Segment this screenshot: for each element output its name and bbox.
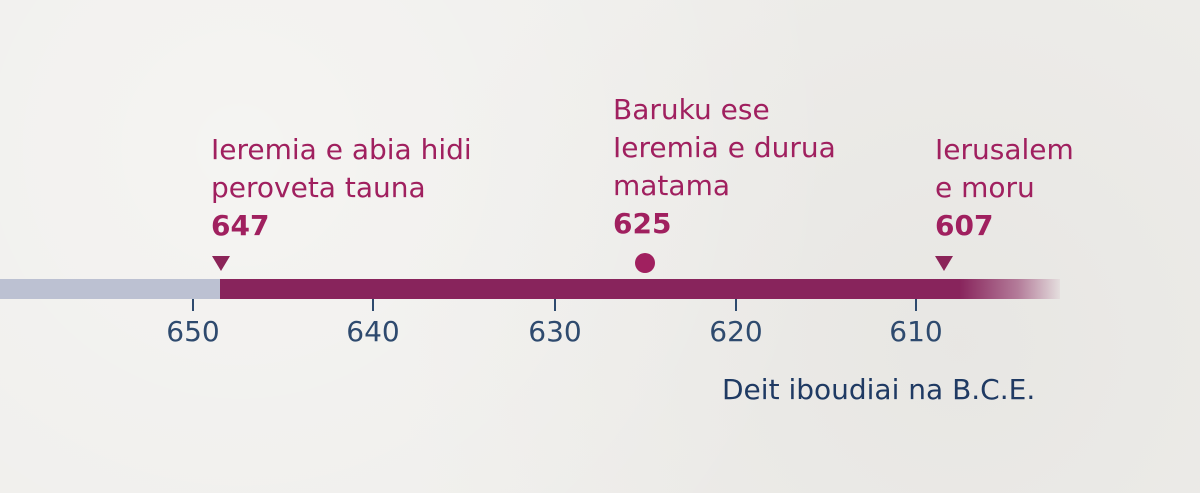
timeline-bar-before — [0, 279, 220, 299]
axis-tick-label: 610 — [889, 315, 943, 348]
event-label-line: peroveta tauna — [211, 171, 426, 204]
event-label-line: Baruku ese — [613, 93, 770, 126]
axis-tick-label: 620 — [709, 315, 763, 348]
event-year: 607 — [935, 209, 994, 242]
event-marker-triangle — [212, 256, 230, 271]
event-label-line: matama — [613, 169, 731, 202]
event-647: Ieremia e abia hidi peroveta tauna 647 — [211, 131, 472, 245]
event-label-line: Ieremia e abia hidi — [211, 133, 472, 166]
axis-tick-label: 630 — [528, 315, 582, 348]
event-year: 625 — [613, 207, 672, 240]
axis-tick-label: 640 — [346, 315, 400, 348]
axis-caption: Deit iboudiai na B.C.E. — [722, 373, 1036, 406]
axis-tick — [372, 299, 374, 311]
event-label-line: e moru — [935, 171, 1035, 204]
timeline-bar — [220, 279, 1060, 299]
axis-tick — [192, 299, 194, 311]
axis-tick-label: 650 — [166, 315, 220, 348]
event-607: Ierusalem e moru 607 — [935, 131, 1074, 245]
event-marker-triangle — [935, 256, 953, 271]
axis-tick — [735, 299, 737, 311]
event-marker-dot — [635, 253, 655, 273]
axis-tick — [915, 299, 917, 311]
event-year: 647 — [211, 209, 270, 242]
event-625: Baruku ese Ieremia e durua matama 625 — [613, 91, 836, 243]
event-label-line: Ieremia e durua — [613, 131, 836, 164]
axis-tick — [554, 299, 556, 311]
event-label-line: Ierusalem — [935, 133, 1074, 166]
